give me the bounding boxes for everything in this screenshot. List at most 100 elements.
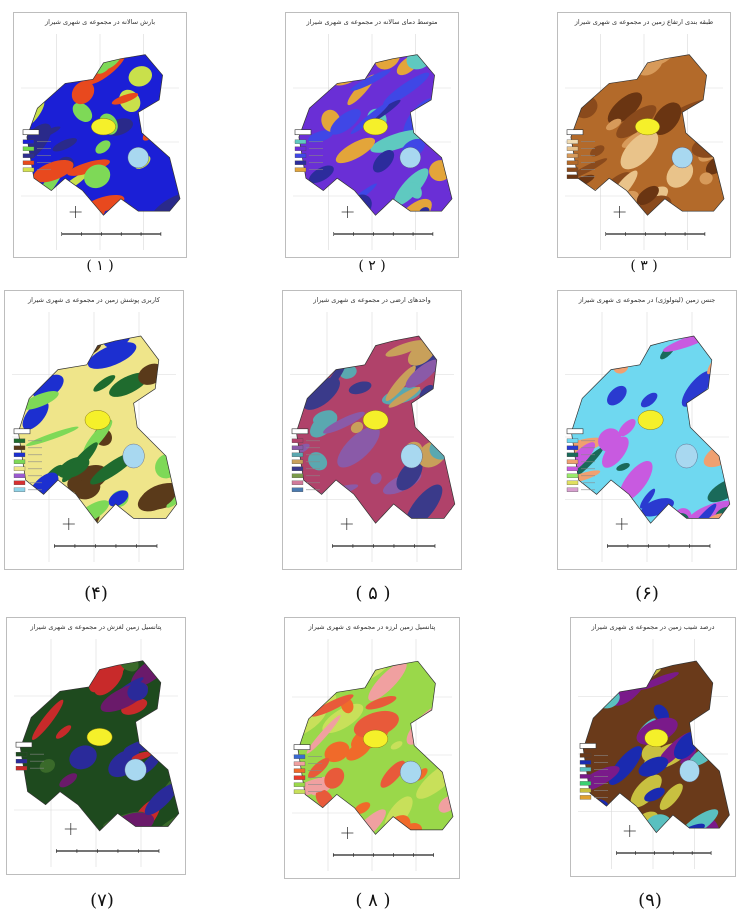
map-patch [32,699,64,740]
region-map [293,34,453,250]
map-patch [408,182,422,199]
legend-swatch [566,473,579,478]
legend-swatch [566,459,579,464]
lake-area [675,443,698,469]
city-area [86,728,113,747]
legend-swatch [291,466,304,471]
map-patch [52,138,78,152]
map-patch [618,419,636,437]
region-map [14,639,180,867]
map-patch [308,130,334,143]
map-patch [699,172,713,185]
legend-swatch [566,452,579,457]
lake-area [127,147,149,169]
region-map [578,639,730,869]
legend-swatch [566,160,579,165]
legend-swatch [291,445,304,450]
region-outline [582,660,730,834]
map-patch [39,54,71,68]
region-map [565,312,731,562]
map-patch [144,783,177,816]
map-patch [43,661,73,687]
map-patch [128,66,153,87]
map-patch [608,339,638,364]
map-patch [616,463,630,471]
lake-area [671,147,693,169]
map-patch [368,661,407,701]
region-outline [297,660,454,835]
map-patch [383,72,430,106]
lake-area [399,760,422,784]
map-patch [716,683,730,703]
map-caption: ( ۱ ) [86,258,114,274]
legend-box [22,129,40,136]
map-patch [302,377,340,410]
map-patch [67,159,110,176]
map-patch [606,671,619,687]
legend-box [294,129,312,136]
map-patch [346,739,372,761]
map-patch [370,130,424,153]
map-patch [131,751,153,761]
map-panel-elevation: طبقه بندی ارتفاع زمین در مجموعه ی شهری ش… [557,12,731,258]
region-outline [20,660,180,832]
legend-swatch [293,754,306,759]
legend-swatch [566,466,579,471]
map-patch [590,145,605,157]
legend-box [566,428,584,435]
map-patch [340,509,355,519]
lake-area [124,758,147,781]
map-patch [619,460,653,502]
legend-swatch [579,795,592,800]
legend-swatch [294,153,307,158]
map-patch [84,164,111,189]
map-patch [349,69,391,92]
map-caption: (۶) [635,583,659,604]
map-patch [620,130,659,170]
map-panel-lithology: جنس زمین (لیتولوژی) در مجموعه ی شهری شیر… [557,290,737,570]
legend-box [15,741,33,748]
region-map [12,312,178,562]
map-patch [653,704,669,722]
map-patch [308,452,328,471]
map-patch [388,386,421,408]
lake-area [399,147,421,169]
map-patch [640,488,656,509]
map-patch [71,80,95,105]
map-patch [582,58,596,73]
map-patch [311,694,354,717]
map-patch [419,727,444,746]
map-patch [353,710,399,738]
map-patch [604,54,623,64]
legend-swatch [291,487,304,492]
legend-box [579,743,597,749]
legend-swatch [291,438,304,443]
legend-swatch [293,775,306,780]
legend-box [13,428,31,435]
region-map [565,34,725,250]
map-patch [607,92,643,125]
region-outline [570,54,725,216]
legend-swatch [15,766,28,771]
legend-swatch [15,752,28,757]
legend-swatch [13,466,26,471]
city-area [91,118,116,136]
map-patch [593,351,608,366]
map-patch [405,359,439,388]
map-patch [62,442,98,483]
map-patch [715,433,730,450]
map-patch [390,741,403,750]
city-area [644,728,669,748]
map-patch [18,336,54,358]
map-patch [28,336,65,367]
map-patch [372,149,395,173]
map-patch [32,126,61,141]
legend-swatch [13,480,26,485]
map-patch [659,783,683,810]
map-patch [21,391,59,410]
map-patch [323,411,365,434]
map-patch [306,715,341,754]
legend-swatch [13,459,26,464]
map-patch [636,185,659,206]
map-patch [354,802,371,815]
